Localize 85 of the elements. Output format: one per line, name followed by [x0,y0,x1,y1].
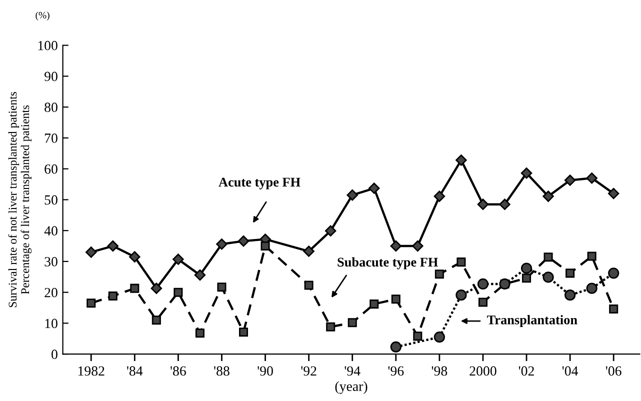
point [522,274,532,283]
point [586,172,598,184]
x-tick-label: '04 [562,366,578,376]
annotation: Transplantation [487,315,578,328]
point [326,322,336,332]
point [216,238,228,250]
annotation: Subacute type FH [338,257,438,270]
point [456,290,467,301]
annotation: Acute type FH [218,178,300,190]
point [478,298,488,307]
point [150,282,162,294]
point [130,284,140,293]
point [217,282,226,292]
y-tick-label: 20 [44,288,58,298]
point [238,235,250,247]
y-tick-label: 100 [38,40,58,50]
point [564,174,576,186]
y-tick-label: 80 [44,102,58,112]
x-tick-label: '06 [606,366,622,376]
point [412,240,424,252]
point [608,188,620,200]
point [542,190,554,202]
point [390,341,402,353]
x-axis-title: (year) [335,381,368,394]
y-tick-label: 60 [44,164,58,174]
y-tick-label: 70 [44,134,58,143]
point [608,268,620,279]
point [434,332,445,343]
point [304,280,314,290]
point [86,298,96,308]
point [324,225,336,236]
point [172,254,184,265]
point [348,318,357,328]
x-tick-label: 1982 [78,366,104,376]
point [413,332,422,341]
point [587,252,596,261]
point [107,240,118,252]
point [434,190,446,202]
point [566,268,575,278]
x-tick-label: '88 [214,366,230,376]
y-tick-label: 30 [44,257,58,266]
x-tick-label: 2000 [470,366,496,376]
x-tick-label: '94 [344,366,360,376]
point [195,328,204,338]
point [368,182,380,194]
point [108,292,118,301]
point [477,198,489,210]
point [260,242,270,251]
point [542,272,554,283]
point [520,262,532,274]
y-tick-label: 0 [52,350,58,360]
point [391,294,400,304]
point [434,270,444,279]
x-tick-label: '96 [388,366,404,376]
point [499,198,510,210]
y-tick-label: 90 [44,72,58,82]
point [370,300,379,309]
point [456,258,466,267]
text: (%) [36,12,50,20]
point [477,278,489,290]
point [129,251,140,262]
y-tick-label: 10 [45,318,58,328]
point [303,246,314,257]
point [390,240,402,252]
point [564,290,576,301]
point [520,168,532,179]
x-tick-label: '86 [170,366,186,376]
point [609,304,618,314]
y-axis-title: Survival rate of not liver transplanted patients Percentage of liver transplanted patients [8,92,32,308]
x-tick-label: '90 [258,366,273,376]
y-tick-label: 40 [44,226,58,236]
point [194,269,206,281]
point [152,316,161,325]
y-tick-label: 50 [44,195,58,205]
point [456,154,467,166]
x-tick-label: '84 [127,366,143,376]
x-tick-label: '92 [301,366,316,376]
point [238,328,248,337]
point [174,288,183,297]
x-tick-label: '98 [432,366,448,376]
point [586,282,598,294]
point [346,189,358,201]
point [544,252,553,262]
point [86,246,97,258]
x-tick-label: '02 [518,366,534,376]
